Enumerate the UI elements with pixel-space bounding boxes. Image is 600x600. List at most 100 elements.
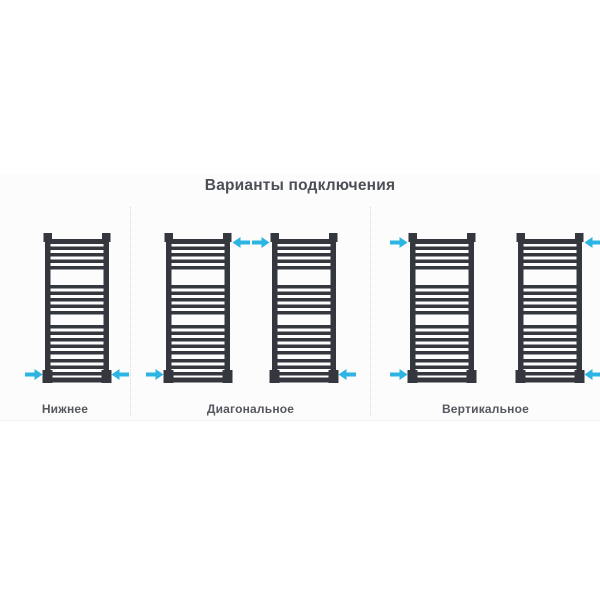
rung	[519, 359, 580, 363]
rung	[167, 359, 228, 363]
foot-connector-icon	[269, 370, 279, 383]
rung	[167, 311, 228, 315]
rung	[46, 344, 108, 348]
rung	[167, 377, 228, 383]
rung	[273, 372, 334, 376]
rung	[273, 377, 334, 383]
rung	[46, 304, 108, 308]
connection-arrow-icon	[338, 369, 356, 380]
rung	[411, 246, 472, 250]
rung	[411, 304, 472, 308]
rung	[411, 325, 472, 329]
section-label-bottom: Нижнее	[41, 402, 89, 416]
towel-radiator-diagram	[389, 233, 476, 383]
connection-arrow-icon	[389, 237, 407, 248]
rung	[46, 253, 108, 257]
section-bottom-connection: Нижнее	[0, 207, 130, 416]
rung	[273, 311, 334, 315]
rung	[46, 259, 108, 263]
connection-arrow-icon	[111, 369, 129, 380]
rung	[46, 331, 108, 335]
rung	[411, 285, 472, 289]
rung	[46, 338, 108, 342]
rung	[519, 239, 580, 244]
rung	[273, 325, 334, 329]
rung	[411, 365, 472, 369]
rung	[46, 325, 108, 329]
connection-arrow-icon	[251, 237, 269, 248]
rung	[167, 304, 228, 308]
rung	[411, 253, 472, 257]
rung	[167, 298, 228, 302]
rung	[167, 338, 228, 342]
connection-arrow-icon	[25, 369, 43, 380]
diagram-vertical-connection	[381, 231, 600, 389]
connection-variants: Нижнее Диагональное Вертикальное	[0, 207, 600, 416]
rung	[519, 298, 580, 302]
foot-connector-icon	[466, 370, 476, 383]
rung	[167, 325, 228, 329]
rung	[273, 298, 334, 302]
foot-connector-icon	[222, 370, 232, 383]
rung	[167, 246, 228, 250]
connection-arrow-icon	[389, 369, 407, 380]
rung	[519, 351, 580, 355]
rung	[411, 351, 472, 355]
rung	[273, 246, 334, 250]
connection-arrow-icon	[232, 237, 250, 248]
rung	[519, 325, 580, 329]
rung	[46, 239, 108, 244]
rung	[46, 266, 108, 270]
rung	[411, 291, 472, 295]
rung	[46, 359, 108, 363]
rung	[519, 253, 580, 257]
foot-connector-icon	[42, 370, 53, 383]
rung	[167, 285, 228, 289]
rung	[46, 372, 108, 376]
rung	[519, 372, 580, 376]
rung	[46, 285, 108, 289]
rung	[46, 351, 108, 355]
rung	[167, 266, 228, 270]
rung	[46, 365, 108, 369]
rung	[273, 351, 334, 355]
foot-connector-icon	[101, 370, 112, 383]
rung	[411, 311, 472, 315]
rung	[519, 266, 580, 270]
rung	[167, 372, 228, 376]
rung	[167, 253, 228, 257]
rung	[167, 239, 228, 244]
foot-connector-icon	[407, 370, 417, 383]
foot-connector-icon	[163, 370, 173, 383]
rung	[46, 246, 108, 250]
rung	[519, 291, 580, 295]
foot-connector-icon	[574, 370, 584, 383]
section-diagonal-connection: Диагональное	[130, 207, 370, 416]
rung	[167, 291, 228, 295]
section-label-diagonal: Диагональное	[206, 402, 295, 416]
towel-radiator-diagram	[25, 233, 129, 383]
rung	[519, 285, 580, 289]
page-title: Варианты подключения	[204, 177, 396, 194]
rung	[519, 377, 580, 383]
section-vertical-connection: Вертикальное	[370, 207, 600, 416]
rung	[411, 377, 472, 383]
rung	[411, 239, 472, 244]
rung	[273, 285, 334, 289]
rung	[519, 311, 580, 315]
rung	[411, 259, 472, 263]
rung	[273, 266, 334, 270]
rung	[167, 351, 228, 355]
rung	[519, 259, 580, 263]
rung	[519, 304, 580, 308]
rung	[273, 338, 334, 342]
diagram-bottom-connection	[12, 231, 142, 389]
rung	[273, 259, 334, 263]
rung	[273, 359, 334, 363]
connection-arrow-icon	[584, 237, 600, 248]
connection-arrow-icon	[145, 369, 163, 380]
rung	[273, 331, 334, 335]
rung	[519, 365, 580, 369]
rung	[411, 331, 472, 335]
rung	[519, 338, 580, 342]
